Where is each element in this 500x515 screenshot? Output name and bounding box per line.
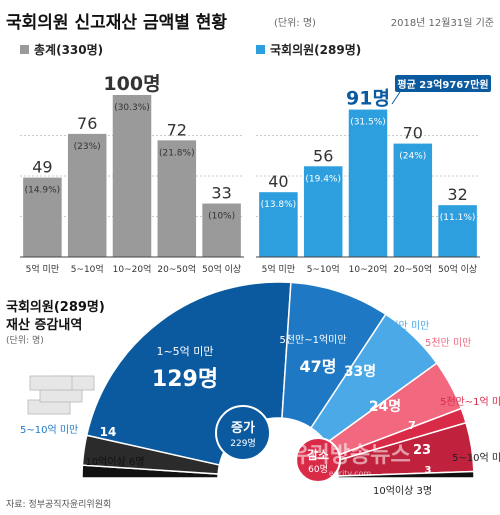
right-percent-label-4: (11.1%)	[440, 213, 476, 223]
left-percent-label-2: (30.3%)	[114, 103, 150, 113]
asset-change-donut: 1~5억 미만 129명 5천만~1억미만 47명 5천만 미만 33명 5천만 미만 24명…	[0, 281, 500, 515]
left-percent-label-4: (10%)	[208, 212, 235, 222]
right-value-label-4: 32	[447, 185, 467, 204]
donut-slice-name-0: 10억이상 6명	[85, 456, 144, 468]
left-category-label-1: 5~10억	[71, 263, 104, 275]
right-bar-chart: 국회의원(289명) 40 (13.8%) 5억 미만 56 (19.4%) 5~10억 91…	[256, 42, 491, 275]
right-value-label-0: 40	[268, 172, 288, 191]
right-legend-swatch	[256, 45, 265, 54]
donut-slice-label-4: 33명	[344, 363, 376, 380]
donut-slice-label-7: 23	[413, 443, 431, 458]
right-category-label-2: 10~20억	[349, 263, 388, 275]
left-value-label-4: 33	[211, 184, 231, 203]
left-percent-label-1: (23%)	[74, 142, 101, 152]
watermark-url: euritv.com	[329, 469, 372, 478]
donut-base-mask	[0, 478, 500, 515]
average-annotation-pointer	[391, 91, 401, 105]
left-bar-2	[112, 95, 152, 257]
right-legend-label: 국회의원(289명)	[270, 42, 361, 57]
right-value-label-2: 91명	[346, 88, 390, 110]
donut-subtitle: 재산 증감내역	[6, 318, 83, 333]
donut-slice-name-5: 5천만 미만	[425, 337, 471, 349]
right-bar-1	[303, 166, 343, 257]
left-value-label-0: 49	[32, 158, 52, 177]
right-bar-0	[259, 192, 298, 257]
donut-slice-label-8: 3	[425, 465, 432, 476]
header-unit: (단위: 명)	[274, 18, 316, 29]
decrease-badge	[295, 437, 341, 483]
left-category-label-4: 50억 이상	[202, 263, 241, 275]
donut-slice-label-6: 7	[408, 419, 416, 432]
left-bar-chart: 총계(330명) 49 (14.9%) 5억 미만 76 (23%) 5~10억 100명 (3…	[20, 42, 244, 275]
donut-slice-name-4: 5천만 미만	[383, 320, 429, 332]
right-value-label-3: 70	[403, 124, 423, 143]
left-bar-1	[67, 133, 107, 257]
left-value-label-1: 76	[77, 114, 97, 133]
increase-total: 229명	[230, 438, 255, 449]
left-bar-4	[202, 203, 241, 257]
donut-slice-label-3: 47명	[300, 357, 337, 376]
right-bar-4	[438, 205, 477, 257]
increase-badge	[215, 405, 271, 461]
header: 국회의원 신고재산 금액별 현황 (단위: 명) 2018년 12월31일 기준	[6, 6, 494, 34]
donut-title: 국회의원(289명)	[6, 300, 105, 315]
right-percent-label-1: (19.4%)	[305, 174, 341, 184]
decrease-total: 60명	[308, 464, 328, 475]
right-category-label-1: 5~10억	[307, 263, 340, 275]
average-annotation-box	[395, 75, 491, 92]
left-legend-label: 총계(330명)	[34, 42, 103, 57]
left-bar-3	[157, 140, 197, 257]
right-percent-label-0: (13.8%)	[261, 200, 297, 210]
header-date: 2018년 12월31일 기준	[390, 18, 494, 29]
left-category-label-2: 10~20억	[113, 263, 152, 275]
watermark-text: 유리방송뉴스	[289, 443, 410, 468]
left-percent-label-0: (14.9%)	[25, 186, 61, 196]
right-percent-label-3: (24%)	[399, 152, 426, 162]
money-block-3	[29, 375, 73, 391]
right-category-label-3: 20~50억	[393, 263, 432, 275]
increase-label: 증가	[231, 421, 255, 436]
donut-slice-name-8: 10억이상 3명	[373, 485, 432, 497]
right-bar-3	[393, 143, 433, 257]
left-legend-swatch	[20, 45, 29, 54]
left-category-label-0: 5억 미만	[26, 263, 59, 275]
donut-slice-name-1: 5~10억 미만	[20, 424, 78, 436]
left-value-label-2: 100명	[103, 73, 160, 95]
right-value-label-1: 56	[313, 146, 333, 165]
decrease-label: 감소	[307, 447, 329, 462]
donut-slice-label-2: 129명	[152, 367, 218, 392]
left-bar-0	[23, 177, 62, 257]
donut-slice-label-5: 24명	[369, 398, 401, 415]
average-annotation-text: 평균 23억9767만원	[397, 78, 488, 91]
right-category-label-0: 5억 미만	[262, 263, 295, 275]
money-stack-illustration	[27, 375, 95, 415]
left-value-label-3: 72	[167, 120, 187, 139]
right-bar-2	[348, 109, 388, 257]
source-note: 자료: 정부공직자윤리위원회	[6, 500, 112, 510]
page-title: 국회의원 신고재산 금액별 현황	[6, 13, 228, 33]
donut-slice-name-7: 5~10억 미만	[452, 452, 500, 464]
left-category-label-3: 20~50억	[157, 263, 196, 275]
donut-unit: (단위: 명)	[6, 336, 44, 346]
donut-slice-label-1: 14	[100, 425, 117, 439]
donut-slice-name-2: 1~5억 미만	[156, 345, 213, 358]
donut-slice-name-6: 5천만~1억 미만	[440, 396, 500, 408]
right-percent-label-2: (31.5%)	[350, 118, 386, 128]
left-percent-label-3: (21.8%)	[159, 148, 195, 158]
donut-slice-name-3: 5천만~1억미만	[279, 334, 346, 346]
right-category-label-4: 50억 이상	[438, 263, 477, 275]
